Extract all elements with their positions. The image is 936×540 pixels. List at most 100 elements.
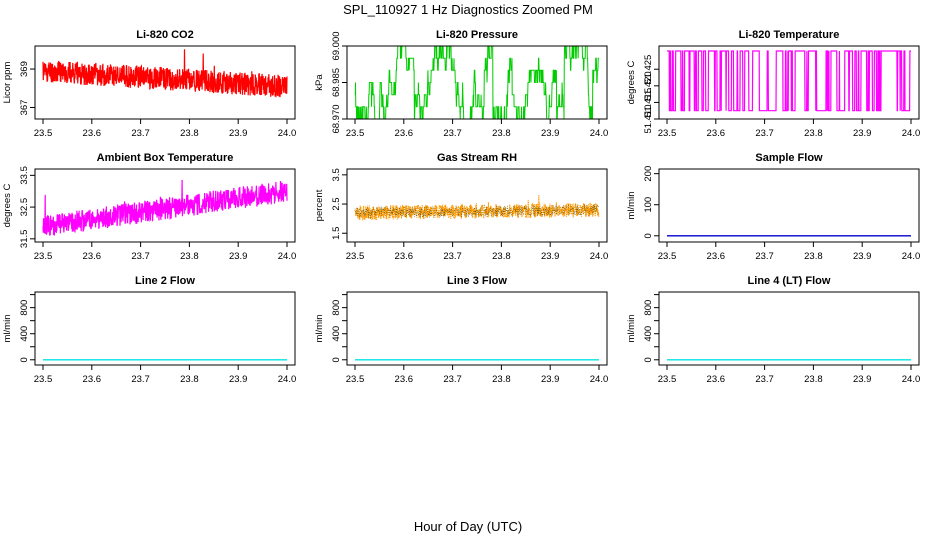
- y-tick-label: 51.415: [643, 88, 654, 117]
- x-tick-label: 23.6: [707, 251, 726, 262]
- series-line: [354, 45, 599, 120]
- x-tick-label: 23.5: [658, 251, 677, 262]
- x-tick-label: 23.8: [180, 251, 199, 262]
- y-tick-label: 2.5: [331, 197, 342, 210]
- x-tick-label: 23.8: [492, 374, 511, 385]
- x-axis-label: Hour of Day (UTC): [414, 519, 522, 534]
- x-tick-label: 23.7: [755, 251, 774, 262]
- panel-title: Ambient Box Temperature: [97, 152, 234, 164]
- panel-ambient-box-temperature: Ambient Box Temperature 23.5 23.6 23.7 23.8 2…: [2, 152, 296, 262]
- panel-title: Li-820 Pressure: [436, 29, 518, 41]
- plot-frame: [658, 168, 920, 243]
- y-tick-label: 0: [643, 233, 654, 238]
- figure-title: SPL_110927 1 Hz Diagnostics Zoomed PM: [343, 2, 593, 17]
- x-tick-label: 23.9: [229, 251, 248, 262]
- x-tick-label: 23.7: [443, 128, 462, 139]
- y-tick-label: 69.000: [331, 31, 342, 60]
- x-tick-label: 23.9: [229, 374, 248, 385]
- panel-title: Li-820 CO2: [136, 29, 193, 41]
- panel-line-4-lt-flow: Line 4 (LT) Flow 23.5 23.6 23.7 23.8 23.9 24.0…: [626, 275, 920, 385]
- y-tick-label: 0: [331, 357, 342, 362]
- x-tick-label: 24.0: [278, 251, 297, 262]
- panels-grid: Li-820 CO2 23.5 23.6 23.7 23.8 23.9 24.0 367 369…: [2, 29, 920, 385]
- x-tick-label: 23.6: [83, 251, 102, 262]
- x-tick-label: 24.0: [278, 128, 297, 139]
- data-series: [42, 179, 288, 236]
- y-tick-label: 31.5: [19, 230, 30, 249]
- y-tick-label: 400: [19, 326, 30, 342]
- y-tick-label: 32.5: [19, 198, 30, 217]
- y-tick-label: 1.5: [331, 227, 342, 240]
- y-axis-label: kPa: [314, 74, 325, 91]
- data-series: [667, 50, 911, 112]
- y-tick-label: 800: [331, 300, 342, 316]
- plot-frame: [34, 168, 296, 243]
- x-tick-label: 23.7: [131, 128, 150, 139]
- x-tick-label: 23.7: [443, 251, 462, 262]
- y-tick-label: 0: [643, 357, 654, 362]
- panel-title: Line 4 (LT) Flow: [748, 275, 831, 287]
- y-tick-label: 200: [643, 166, 654, 182]
- x-tick-label: 23.9: [853, 128, 872, 139]
- panel-li-820-pressure: Li-820 Pressure 23.5 23.6 23.7 23.8 23.9 24.0 6…: [314, 29, 608, 139]
- x-tick-label: 24.0: [590, 251, 609, 262]
- x-tick-label: 24.0: [590, 128, 609, 139]
- panel-li-820-co2: Li-820 CO2 23.5 23.6 23.7 23.8 23.9 24.0 367 369…: [2, 29, 296, 139]
- plot-frame: [34, 45, 296, 120]
- y-tick-label: 800: [19, 300, 30, 316]
- y-tick-label: 369: [19, 61, 30, 77]
- x-tick-label: 23.7: [755, 374, 774, 385]
- panel-title: Sample Flow: [755, 152, 823, 164]
- y-axis-label: degrees C: [2, 183, 13, 227]
- x-tick-label: 23.5: [658, 374, 677, 385]
- x-tick-label: 23.9: [541, 128, 560, 139]
- x-tick-label: 23.6: [83, 128, 102, 139]
- panel-line-2-flow: Line 2 Flow 23.5 23.6 23.7 23.8 23.9 24.0 0 400 8…: [2, 275, 296, 385]
- data-series: [42, 49, 288, 98]
- y-tick-label: 51.425: [643, 55, 654, 84]
- y-axis-label: ml/min: [2, 315, 13, 343]
- y-tick-label: 367: [19, 100, 30, 116]
- x-tick-label: 24.0: [902, 128, 921, 139]
- x-tick-label: 23.8: [492, 251, 511, 262]
- plot-frame: [346, 291, 608, 366]
- panel-title: Line 2 Flow: [135, 275, 195, 287]
- x-tick-label: 23.8: [180, 128, 199, 139]
- y-tick-label: 400: [331, 326, 342, 342]
- x-tick-label: 23.7: [131, 374, 150, 385]
- x-tick-label: 24.0: [902, 374, 921, 385]
- panel-title: Li-820 Temperature: [739, 29, 840, 41]
- x-tick-label: 23.5: [346, 251, 365, 262]
- x-tick-label: 23.5: [346, 128, 365, 139]
- x-tick-label: 23.6: [395, 128, 414, 139]
- x-tick-label: 23.5: [34, 251, 53, 262]
- panel-sample-flow: Sample Flow 23.5 23.6 23.7 23.8 23.9 24.0 0 100 2…: [626, 152, 920, 262]
- x-tick-label: 23.9: [541, 374, 560, 385]
- x-tick-label: 23.9: [229, 128, 248, 139]
- y-axis-label: ml/min: [314, 315, 325, 343]
- x-tick-label: 23.6: [707, 374, 726, 385]
- x-tick-label: 23.5: [658, 128, 677, 139]
- y-tick-label: 800: [643, 300, 654, 316]
- panel-title: Gas Stream RH: [437, 152, 517, 164]
- data-series: [354, 195, 600, 222]
- x-tick-label: 23.7: [755, 128, 774, 139]
- y-tick-label: 68.970: [331, 104, 342, 133]
- y-axis-label: degrees C: [626, 60, 637, 104]
- x-tick-label: 23.9: [853, 251, 872, 262]
- series-line: [42, 179, 288, 236]
- x-tick-label: 24.0: [902, 251, 921, 262]
- plot-frame: [34, 291, 296, 366]
- x-tick-label: 23.6: [395, 251, 414, 262]
- x-tick-label: 23.5: [34, 128, 53, 139]
- panel-title: Line 3 Flow: [447, 275, 507, 287]
- x-tick-label: 23.7: [131, 251, 150, 262]
- data-series: [354, 45, 599, 120]
- series-line: [667, 50, 911, 112]
- x-tick-label: 23.5: [34, 374, 53, 385]
- y-tick-label: 3.5: [331, 168, 342, 181]
- y-tick-label: 51.410: [643, 104, 654, 133]
- y-tick-label: 68.985: [331, 68, 342, 97]
- x-tick-label: 24.0: [278, 374, 297, 385]
